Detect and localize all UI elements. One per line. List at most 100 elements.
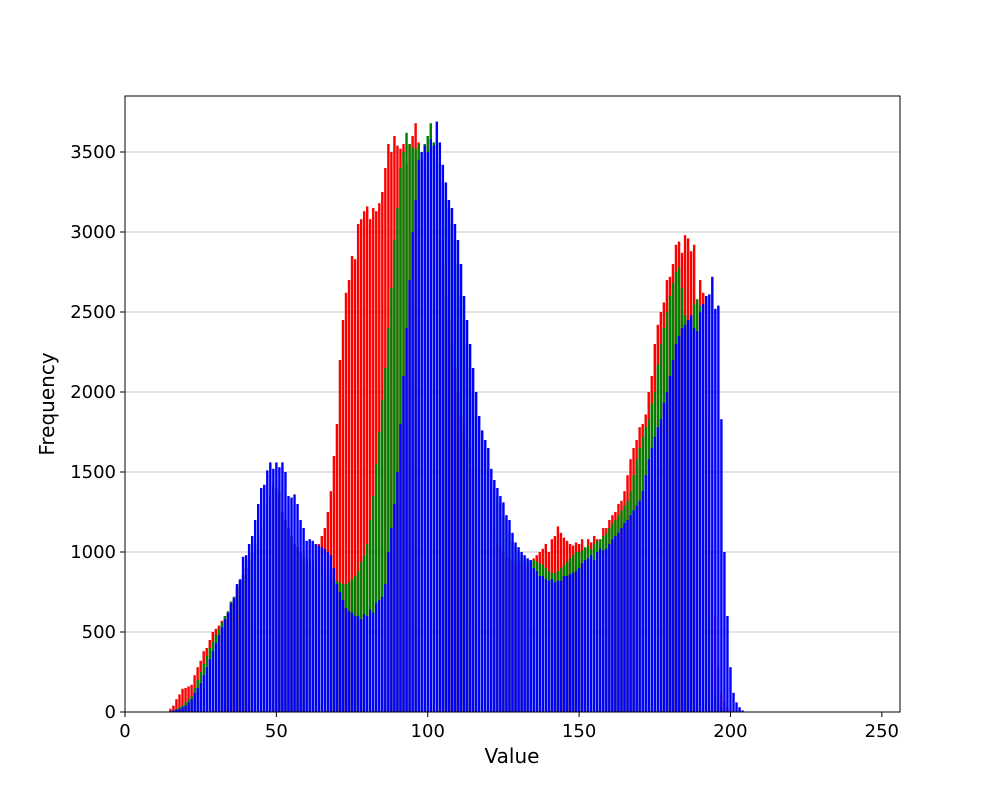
bar-s2-95 <box>411 232 414 712</box>
x-tick-label-250: 250 <box>865 721 899 742</box>
y-tick-label-1500: 1500 <box>70 462 116 483</box>
bar-s2-77 <box>356 616 360 712</box>
bar-s2-164 <box>620 528 623 712</box>
bar-s2-178 <box>662 403 666 712</box>
bar-s2-119 <box>484 440 487 712</box>
bar-s2-177 <box>659 419 663 712</box>
bar-s1-86 <box>384 368 387 712</box>
bar-s0-74 <box>347 280 351 712</box>
bar-s2-63 <box>314 544 317 712</box>
bar-s2-151 <box>580 563 584 712</box>
bar-s2-148 <box>571 572 575 712</box>
bar-s2-79 <box>362 614 366 712</box>
bar-s2-44 <box>256 504 260 712</box>
bar-s2-139 <box>544 579 548 712</box>
bar-s2-138 <box>541 576 544 712</box>
bar-s0-16 <box>172 705 175 712</box>
bar-s0-83 <box>375 211 378 712</box>
bar-s2-62 <box>311 540 314 712</box>
bar-s2-190 <box>698 312 702 712</box>
x-tick-label-100: 100 <box>411 721 445 742</box>
bar-s2-161 <box>611 539 614 712</box>
bar-s2-147 <box>568 574 572 712</box>
bar-s2-198 <box>723 552 726 712</box>
y-tick-label-2500: 2500 <box>70 302 116 323</box>
bar-s2-153 <box>586 558 590 712</box>
bar-s2-31 <box>217 635 221 712</box>
bar-s2-203 <box>738 707 741 712</box>
bar-s2-160 <box>608 544 611 712</box>
bar-s2-78 <box>359 619 363 712</box>
bar-s2-197 <box>720 419 723 712</box>
bar-s2-168 <box>632 510 635 712</box>
bar-s2-175 <box>653 436 656 712</box>
bar-s2-94 <box>408 280 411 712</box>
bar-s1-84 <box>378 432 381 712</box>
bar-s2-152 <box>583 560 587 712</box>
bar-s2-50 <box>275 462 278 712</box>
bar-s2-154 <box>590 555 593 712</box>
bar-s2-189 <box>695 331 699 712</box>
bar-s2-111 <box>459 264 463 712</box>
bar-s2-132 <box>523 555 526 712</box>
bar-s0-78 <box>359 219 363 712</box>
bar-s2-149 <box>574 571 578 712</box>
bar-s0-70 <box>335 424 339 712</box>
bar-s2-114 <box>468 344 472 712</box>
bar-s2-105 <box>441 164 445 713</box>
bar-s2-157 <box>599 548 602 712</box>
x-tick-label-0: 0 <box>119 721 130 742</box>
y-tick-label-2000: 2000 <box>70 382 116 403</box>
bar-s2-83 <box>375 603 378 712</box>
bar-s2-136 <box>535 571 538 712</box>
bar-s2-99 <box>423 145 426 713</box>
bar-s2-89 <box>393 504 396 712</box>
bar-s1-88 <box>390 288 393 712</box>
bar-s2-101 <box>429 139 432 712</box>
bar-s2-24 <box>196 688 199 712</box>
bar-s2-204 <box>741 710 744 712</box>
bar-s2-45 <box>260 488 263 712</box>
bar-s0-82 <box>372 208 375 712</box>
bar-s2-112 <box>462 296 466 712</box>
bar-s2-42 <box>250 536 254 712</box>
bar-s2-60 <box>305 540 308 712</box>
bar-s2-35 <box>229 603 233 712</box>
x-axis-label: Value <box>485 744 540 768</box>
bar-s2-173 <box>647 459 650 712</box>
plot-area-frame <box>124 95 901 713</box>
bar-s2-17 <box>175 709 178 712</box>
bar-s2-91 <box>399 424 402 712</box>
bar-s2-73 <box>344 608 348 712</box>
bar-s2-71 <box>338 592 342 712</box>
bar-s2-86 <box>384 584 387 712</box>
bar-s2-123 <box>496 488 499 712</box>
bar-s2-80 <box>365 616 369 712</box>
bar-s2-127 <box>508 520 511 712</box>
bar-s2-18 <box>178 708 181 712</box>
bar-s2-22 <box>190 699 193 712</box>
bar-s2-131 <box>520 552 523 712</box>
bar-s2-69 <box>332 568 336 712</box>
x-tick-label-200: 200 <box>713 721 747 742</box>
bar-s2-57 <box>296 504 299 712</box>
bar-s2-52 <box>281 462 284 712</box>
bar-s2-87 <box>387 552 390 712</box>
bars <box>169 121 744 713</box>
bar-s0-81 <box>369 219 372 712</box>
bar-s2-100 <box>426 152 429 712</box>
bar-s2-117 <box>477 416 481 712</box>
bar-s2-16 <box>172 710 175 712</box>
bar-s2-47 <box>266 470 269 712</box>
bar-s2-191 <box>702 304 705 712</box>
bar-s2-133 <box>526 558 529 712</box>
bar-s2-104 <box>438 142 442 712</box>
bar-s2-124 <box>499 496 502 712</box>
bar-s0-15 <box>169 708 172 712</box>
bar-s2-39 <box>241 556 245 712</box>
bar-s2-66 <box>323 548 327 712</box>
bar-s2-75 <box>350 612 354 712</box>
y-axis-ticks: 0 500 1000 1500 2000 2500 3000 3500 <box>70 142 125 723</box>
bar-s0-80 <box>365 206 369 712</box>
bar-s2-187 <box>689 315 693 712</box>
